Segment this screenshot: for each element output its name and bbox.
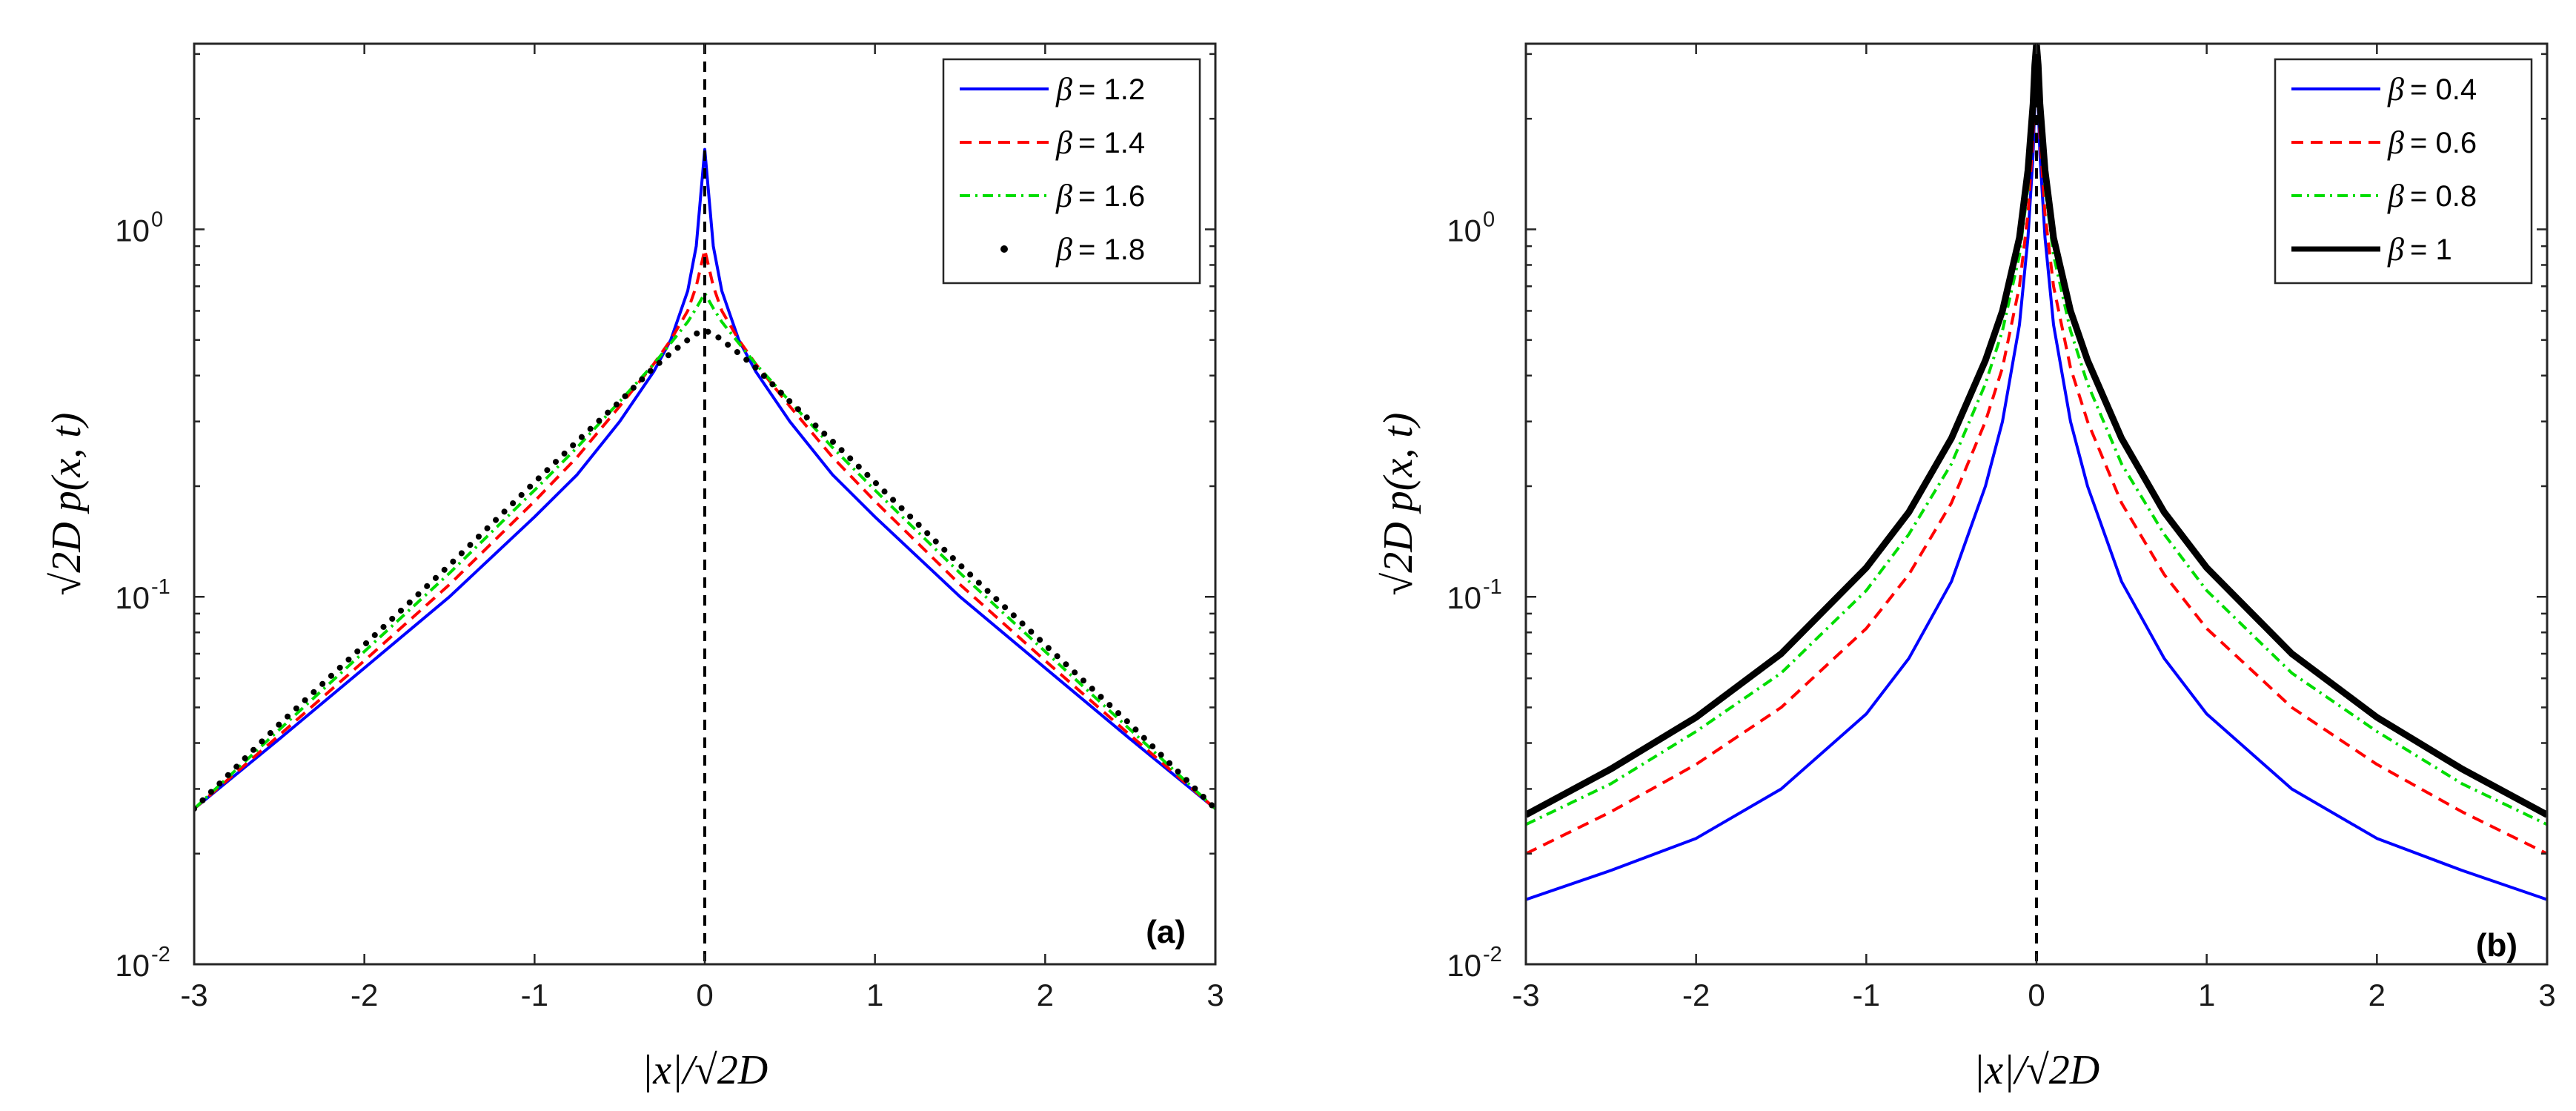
x-tick-label: -2 [1682,978,1710,1012]
y-axis-label: √2D p(x, t) [44,413,90,596]
x-tick-label: -3 [180,978,208,1012]
y-tick-label: 10 [1447,580,1481,615]
legend: β = 0.4β = 0.6β = 0.8β = 1 [2274,58,2533,285]
series-line [1526,44,2547,901]
legend-beta-symbol: β [1055,178,1072,214]
legend-label: = 1.2 [1078,73,1145,106]
x-tick-label: -1 [1853,978,1880,1012]
x-tick-label: -3 [1512,978,1539,1012]
x-axis-label: |x|/√2D [642,1047,768,1093]
legend-label: = 1.8 [1078,233,1145,266]
x-tick-label: 3 [1206,978,1224,1012]
legend-label: = 1.6 [1078,180,1145,213]
x-tick-label: 0 [696,978,713,1012]
legend-beta-symbol: β [1055,125,1072,161]
legend-swatch [1000,245,1008,253]
x-tick-label: -2 [351,978,378,1012]
y-tick-label: 10 [115,948,150,983]
y-tick-exponent: -2 [1483,943,1502,966]
legend-beta-symbol: β [2387,125,2404,161]
panel-label: (b) [2476,927,2517,964]
x-axis-label: |x|/√2D [1974,1047,2099,1093]
y-tick-label: 10 [115,213,150,248]
series-line [194,291,1215,810]
y-tick-exponent: -2 [151,943,170,966]
y-tick-label: 10 [1447,213,1481,248]
legend-label: = 1 [2410,233,2452,266]
y-tick-label: 10 [115,580,150,615]
legend-beta-symbol: β [2387,231,2404,268]
x-tick-label: -1 [521,978,548,1012]
series-line [194,328,1215,812]
legend-label: = 0.4 [2410,73,2477,106]
x-tick-label: 0 [2028,978,2045,1012]
series-line [194,147,1215,810]
series-line [1526,44,2547,855]
series-line [1526,44,2547,818]
y-tick-exponent: 0 [151,208,163,231]
legend-beta-symbol: β [2387,71,2404,107]
y-axis-label: √2D p(x, t) [1375,413,1421,596]
x-tick-label: 3 [2538,978,2555,1012]
legend-label: = 0.8 [2410,180,2477,213]
legend-label: = 0.6 [2410,127,2477,159]
y-tick-exponent: 0 [1483,208,1495,231]
legend-beta-symbol: β [1055,71,1072,107]
legend: β = 1.2β = 1.4β = 1.6β = 1.8 [942,58,1201,285]
panel-label: (a) [1146,914,1186,950]
x-tick-label: 2 [2368,978,2386,1012]
x-tick-label: 2 [1037,978,1054,1012]
legend-beta-symbol: β [2387,178,2404,214]
y-tick-exponent: -1 [1483,575,1502,599]
y-tick-exponent: -1 [151,575,170,599]
y-tick-label: 10 [1447,948,1481,983]
legend-beta-symbol: β [1055,231,1072,268]
series-line [1526,44,2547,826]
x-tick-label: 1 [866,978,883,1012]
x-tick-label: 1 [2198,978,2215,1012]
legend-label: = 1.4 [1078,127,1145,159]
